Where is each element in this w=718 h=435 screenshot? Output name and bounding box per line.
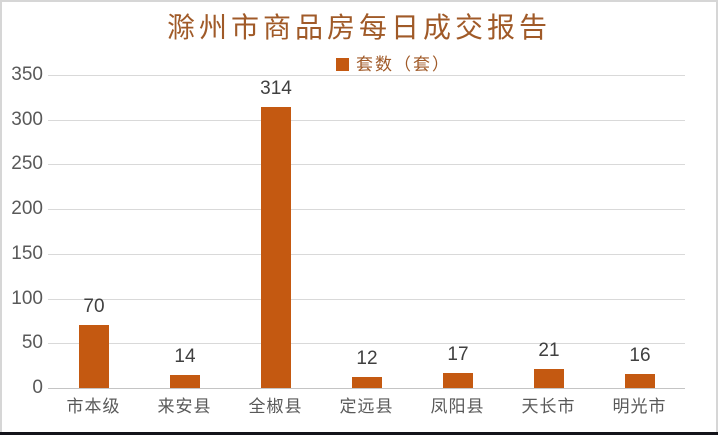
x-category-label: 市本级 [66,397,121,416]
x-axis-line [48,388,685,389]
y-tick-label: 300 [11,109,43,130]
bar [170,375,200,388]
y-tick-label: 200 [11,198,43,219]
gridline [48,164,685,165]
chart-border-bottom [0,432,718,435]
gridline [48,75,685,76]
bar [79,325,109,388]
bar [261,107,291,388]
bar-value-label: 70 [83,296,105,317]
bar-value-label: 17 [447,344,469,365]
bar [625,374,655,388]
chart-border-right [716,0,718,435]
x-category-label: 全椒县 [248,397,303,416]
bar-value-label: 16 [629,345,651,366]
bar [443,373,473,388]
x-category-label: 来安县 [157,397,212,416]
legend: 套数（套） [336,56,451,73]
y-tick-label: 350 [11,64,43,85]
gridline [48,120,685,121]
x-category-label: 明光市 [612,397,667,416]
y-tick-label: 250 [11,153,43,174]
legend-label: 套数（套） [356,55,451,74]
bar-value-label: 314 [260,78,292,99]
gridline [48,209,685,210]
x-category-label: 凤阳县 [430,397,485,416]
y-tick-label: 150 [11,243,43,264]
gridline [48,299,685,300]
chart-border-left [0,0,2,435]
bar-value-label: 12 [356,348,378,369]
y-tick-label: 0 [32,377,43,398]
x-category-label: 定远县 [339,397,394,416]
gridline [48,343,685,344]
legend-marker-icon [336,58,349,71]
chart-border-top [0,0,718,2]
y-tick-label: 100 [11,288,43,309]
bar [534,369,564,388]
bar-value-label: 14 [174,346,196,367]
bar [352,377,382,388]
bar-value-label: 21 [538,340,560,361]
y-tick-label: 50 [21,332,43,353]
x-category-label: 天长市 [521,397,576,416]
gridline [48,254,685,255]
chart-title: 滁州市商品房每日成交报告 [166,13,551,44]
